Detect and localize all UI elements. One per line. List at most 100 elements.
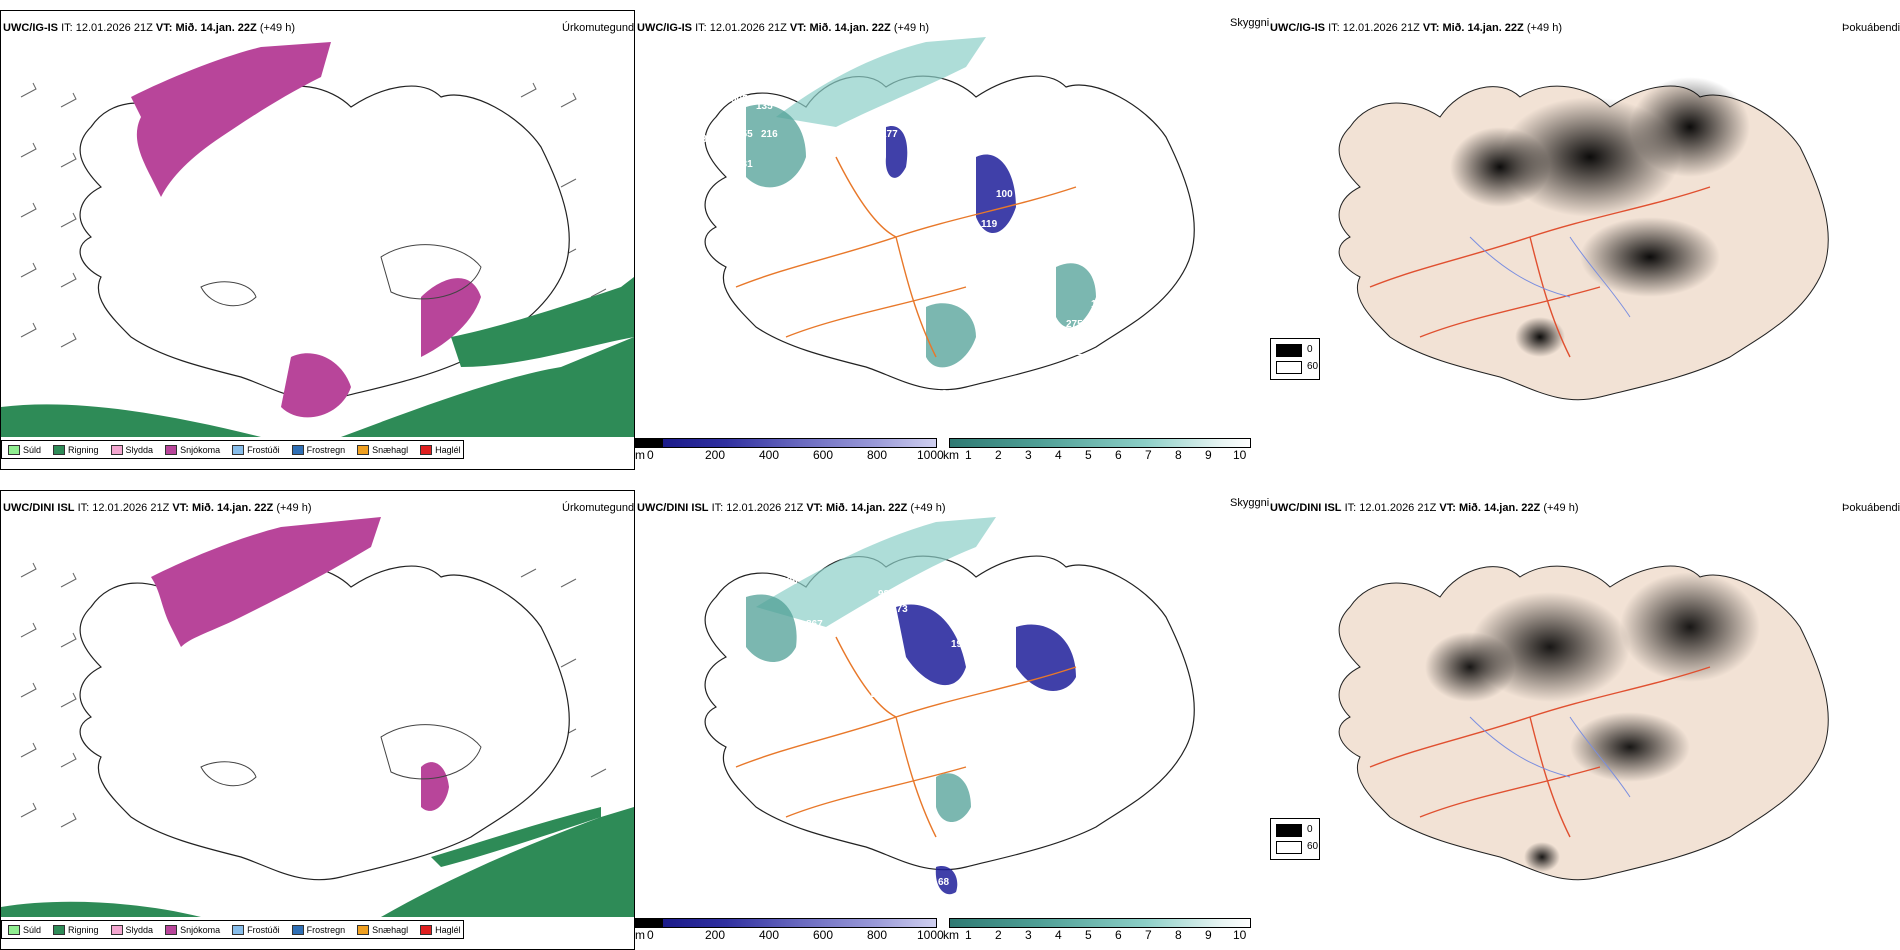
vis-label: 295 [931,407,948,418]
row1-dew-lead: (+49 h) [1526,22,1562,34]
cbar-km-unit-row2: km [943,928,959,942]
dew-roads-row2 [1369,666,1711,838]
vis-blue-areas-row1 [885,126,1016,234]
vis-label: 100 [869,689,886,700]
legend-item-slydda: Slydda [110,924,153,935]
dew-panel-row2: UWC/DINI ISL IT: 12.01.2026 21Z VT: Mið.… [1270,490,1900,950]
row1-model: UWC/IG-IS [3,22,58,34]
vis-label: 234 [1061,792,1078,803]
vis-label: 177 [881,129,898,140]
dew-legend-tick: 0 [1307,824,1313,835]
cbar-km-ticks-row2: 1 2 3 4 5 6 7 8 9 10 [965,928,1255,942]
swatch-snaehagl [357,444,370,455]
legend-item-rigning: Rigning [53,924,99,935]
legend-label-snaehagl: Snæhagl [372,924,409,935]
precip-panel-row1: UWC/IG-IS IT: 12.01.2026 21Z VT: Mið. 14… [0,10,635,470]
cbar-km-tick: 5 [1085,928,1092,942]
vis-roads-row2 [735,636,1077,838]
legend-label-frostudi: Frostúði [247,924,280,935]
vis-label: 352 [1056,777,1073,788]
row2-vis-model: UWC/DINI ISL [637,502,709,514]
dew-rivers-row2 [1469,716,1631,798]
cbar-m-tick: 800 [867,448,888,462]
row1-lead: (+49 h) [259,22,295,34]
cbar-m-tick: 200 [705,928,726,942]
row2-vis-it-value: 12.01.2026 21Z [726,502,804,514]
vis-teal-areas-row1 [746,104,1096,368]
legend-label-snjokoma: Snjókoma [180,444,221,455]
row2-dew-title: Þokuábendi [1842,502,1900,514]
row1-dew-model: UWC/IG-IS [1270,22,1325,34]
dew-legend-tick: 60 [1307,841,1319,852]
precip-legend-row2: Súld Rigning Slydda Snjókoma Frostúði Fr… [1,920,464,939]
row1-header: UWC/IG-IS IT: 12.01.2026 21Z VT: Mið. 14… [3,22,295,34]
precip-panel-row2: UWC/DINI ISL IT: 12.01.2026 21Z VT: Mið.… [0,490,635,950]
vis-label: 173 [721,199,738,210]
row1-vis-it-label: IT: [695,22,707,34]
legend-label-snaehagl: Snæhagl [372,444,409,455]
swatch-rigning [53,924,66,935]
dew-panel-row1: UWC/IG-IS IT: 12.01.2026 21Z VT: Mið. 14… [1270,10,1900,470]
vis-label: 81 [781,234,793,245]
vis-label: 235 [808,634,825,645]
vis-label: 115 [871,189,888,200]
vis-label: 99 [866,634,878,645]
row2-dew-it-label: IT: [1344,502,1357,514]
fog-blob [1570,712,1690,782]
vis-label: 82 [829,677,841,688]
row1-dew-title: Þokuábendi [1842,22,1900,34]
legend-label-rigning: Rigning [68,444,99,455]
dew-legend-row2: 0 60 [1270,818,1320,860]
row2-vis-lead: (+49 h) [910,502,946,514]
dew-map-row2 [1338,565,1829,881]
cbar-km-tick: 8 [1175,928,1182,942]
vis-label: 173 [891,604,908,615]
precip-legend-row1: Súld Rigning Slydda Snjókoma Frostúði Fr… [1,440,464,459]
dew-legend-black-swatch [1276,344,1302,357]
cbar-km-tick: 3 [1025,448,1032,462]
dew-legend-tick: 60 [1307,361,1319,372]
row2-vis-it-label: IT: [711,502,724,514]
row2-dew-it-value: 12.01.2026 21Z [1359,502,1437,514]
cbar-km-tick: 1 [965,928,972,942]
legend-label-frostregn: Frostregn [306,444,346,455]
legend-item-sudl: Súld [8,924,41,935]
cbar-m-tick: 400 [759,928,780,942]
cbar-m-row1 [635,438,937,448]
cbar-m-ticks-row1: 0 200 400 600 800 1000 [647,448,944,462]
cbar-km-tick: 7 [1145,448,1152,462]
cbar-km-tick: 10 [1233,928,1247,942]
row1-dew-header: UWC/IG-IS IT: 12.01.2026 21Z VT: Mið. 14… [1270,22,1562,34]
legend-label-slydda: Slydda [125,444,154,455]
row1-it-label: IT: [61,22,73,34]
vis-labels-row1: 905 135 555 216 176 231 138 173 133 81 3… [696,94,1108,418]
row1-dew-vt-value: Mið. 14.jan. 22Z [1442,22,1524,34]
rain-area-south-row2 [1,807,634,917]
cbar-m-tick: 0 [647,928,654,942]
vis-label: 112 [851,169,868,180]
snow-area-east-row2 [421,762,449,811]
vis-label: 153 [1091,299,1108,310]
cbar-m-tick: 800 [867,928,888,942]
cbar-km-tick: 4 [1055,448,1062,462]
cbar-km-row2 [949,918,1251,928]
legend-item-snaehagl: Snæhagl [357,444,409,455]
legend-item-sudl: Súld [8,444,41,455]
cbar-m-row2 [635,918,937,928]
legend-label-snjokoma: Snjókoma [180,924,221,935]
legend-item-frostudi: Frostúði [232,924,280,935]
row1-vis-title: Skyggni [1230,17,1270,29]
cbar-m-unit-row2: m [635,928,645,942]
vis-label: 338 [836,139,853,150]
legend-item-frostregn: Frostregn [291,444,346,455]
cbar-km-row1 [949,438,1251,448]
vis-map-row2: 996 867 235 82 984 173 207 108 99 197 16… [704,517,1195,895]
vis-teal-plume-row2 [756,517,996,627]
row2-vis-vt-value: Mið. 14.jan. 22Z [825,502,908,514]
row2-dew-vt-label: VT: [1439,502,1456,514]
vis-label: 996 [781,576,798,587]
vis-label: 165 [991,634,1008,645]
swatch-frostudi [232,444,245,455]
swatch-frostregn [291,924,304,935]
row2-it-label: IT: [77,502,90,514]
